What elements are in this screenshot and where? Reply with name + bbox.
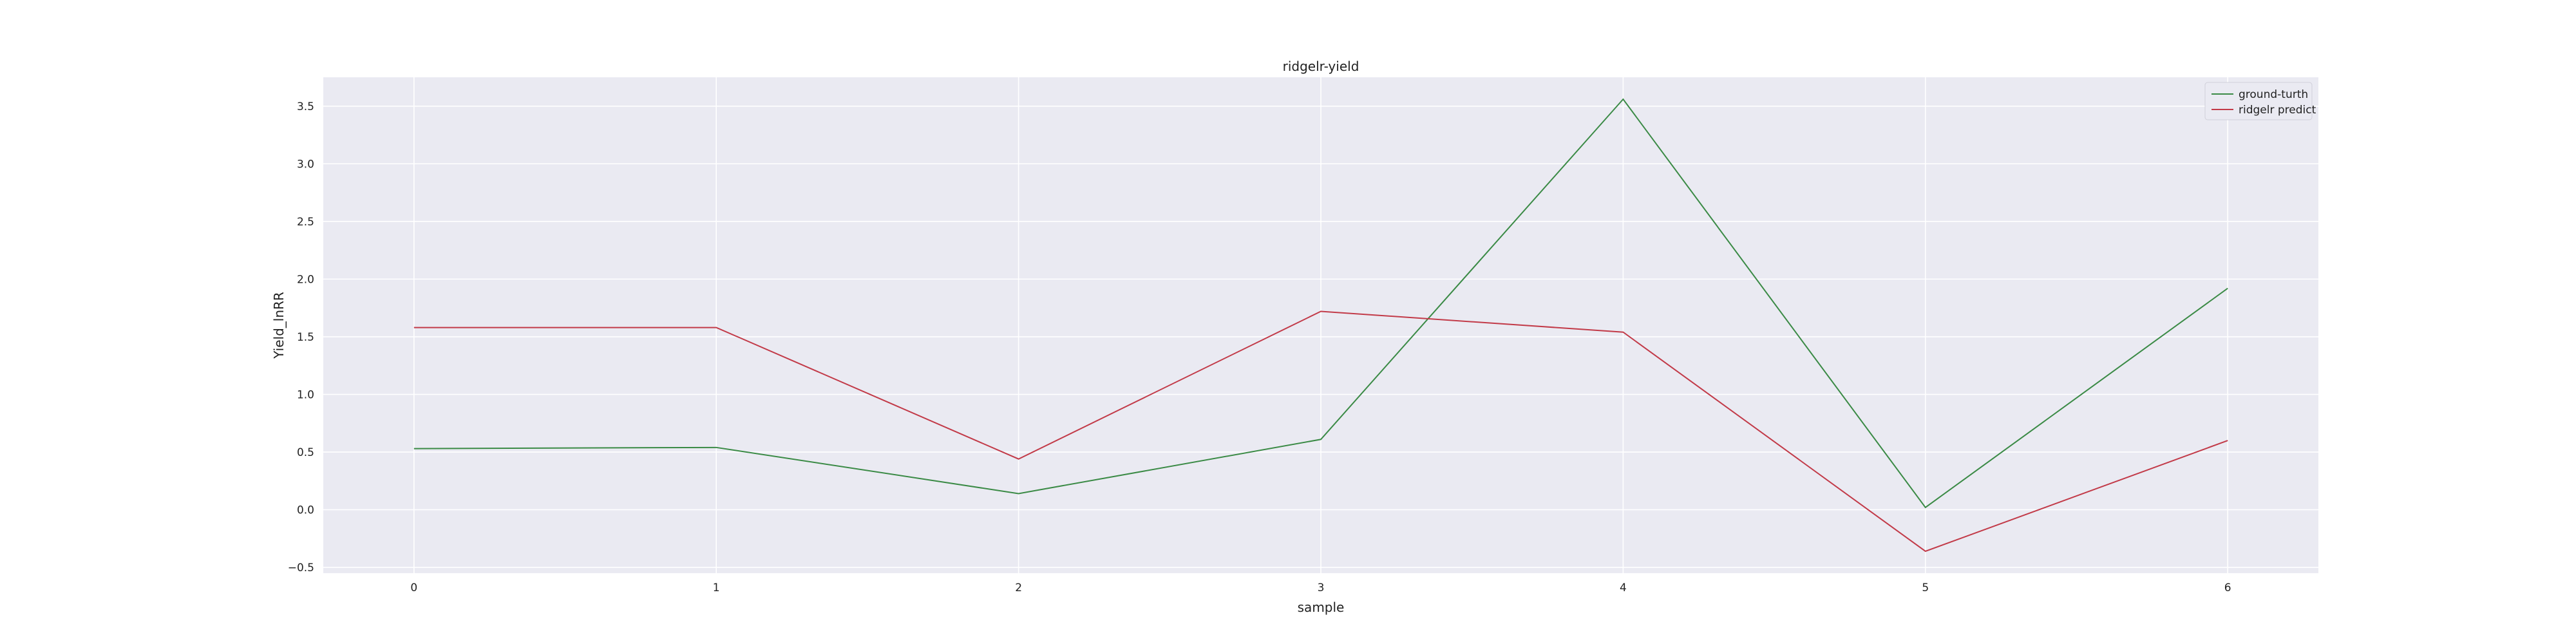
legend-label: ground-turth [2239, 88, 2308, 101]
y-tick-label: −0.5 [288, 562, 314, 574]
axis-ticks: 0 1 2 3 4 5 6 −0.5 0.0 0.5 1.0 1.5 2.0 2.5 3.0 3.5 [288, 100, 2231, 594]
y-tick-label: 2.5 [297, 216, 314, 229]
x-tick-label: 0 [410, 582, 417, 594]
grid-lines [323, 77, 2318, 573]
x-tick-label: 1 [713, 582, 720, 594]
y-tick-label: 0.0 [297, 504, 314, 517]
y-tick-label: 0.5 [297, 446, 314, 459]
series-line [413, 98, 2228, 509]
x-tick-label: 6 [2224, 582, 2231, 594]
y-tick-label: 3.0 [297, 158, 314, 171]
y-tick-label: 3.5 [297, 100, 314, 113]
x-axis-label: sample [1298, 600, 1345, 615]
legend-box [2204, 82, 2313, 120]
x-tick-label: 4 [1620, 582, 1627, 594]
x-tick-label: 5 [1922, 582, 1929, 594]
y-tick-label: 2.0 [297, 273, 314, 286]
y-tick-label: 1.5 [297, 331, 314, 344]
legend: ground-turth ridgelr predict [2204, 82, 2316, 120]
x-tick-label: 3 [1318, 582, 1325, 594]
legend-label: ridgelr predict [2239, 104, 2316, 117]
chart-title: ridgelr-yield [1283, 59, 1359, 74]
y-axis-label: Yield_lnRR [271, 292, 287, 359]
y-tick-label: 1.0 [297, 388, 314, 401]
series-lines [413, 98, 2228, 553]
series-line [413, 310, 2228, 553]
x-tick-label: 2 [1015, 582, 1022, 594]
